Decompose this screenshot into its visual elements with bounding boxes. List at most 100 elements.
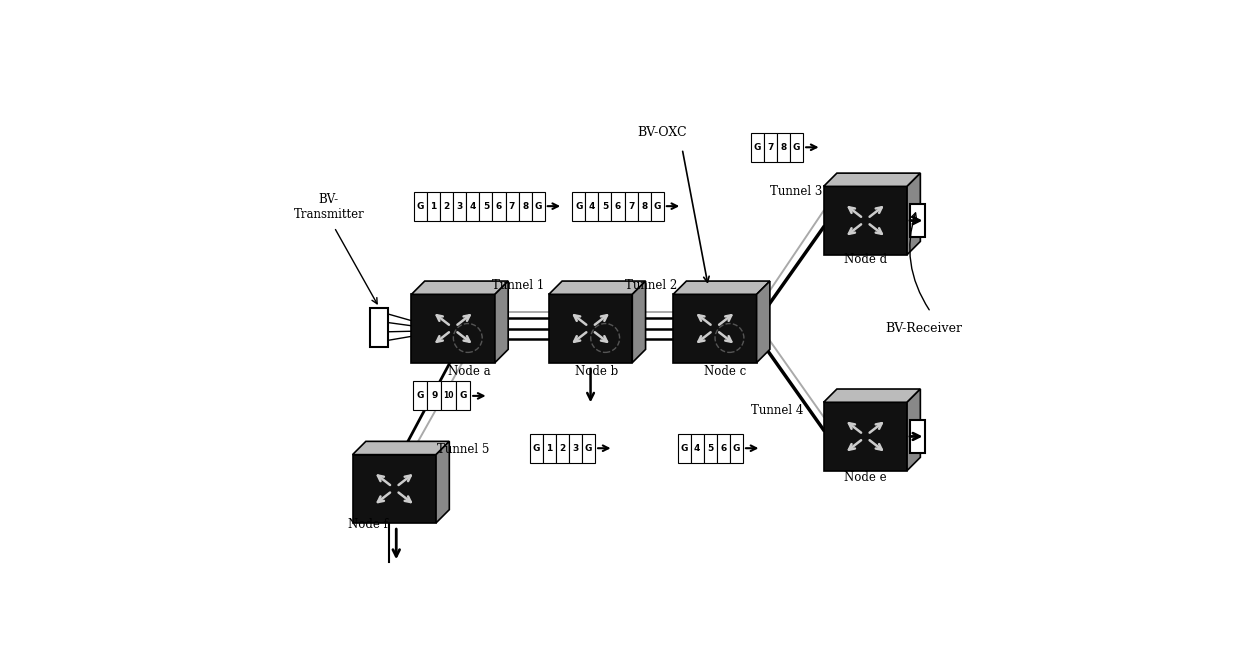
Bar bbox=[677, 434, 691, 463]
Bar bbox=[456, 382, 470, 410]
Bar bbox=[611, 192, 625, 221]
Text: Tunnel 1: Tunnel 1 bbox=[492, 279, 544, 292]
Bar bbox=[910, 204, 925, 237]
Text: 5: 5 bbox=[482, 202, 489, 211]
Text: 6: 6 bbox=[720, 443, 727, 453]
Text: G: G bbox=[792, 143, 800, 152]
Text: Node d: Node d bbox=[843, 254, 887, 266]
Bar bbox=[599, 192, 611, 221]
Text: Tunnel 3: Tunnel 3 bbox=[770, 185, 823, 198]
Bar bbox=[453, 192, 466, 221]
Bar bbox=[440, 192, 453, 221]
Polygon shape bbox=[908, 173, 920, 255]
Polygon shape bbox=[632, 281, 646, 363]
Text: BV-OXC: BV-OXC bbox=[637, 125, 687, 139]
Text: G: G bbox=[575, 202, 583, 211]
Bar bbox=[704, 434, 717, 463]
Bar bbox=[569, 434, 582, 463]
Polygon shape bbox=[549, 281, 646, 294]
Text: 3: 3 bbox=[456, 202, 463, 211]
Polygon shape bbox=[412, 281, 508, 294]
Bar bbox=[691, 434, 704, 463]
Text: 8: 8 bbox=[522, 202, 528, 211]
Bar bbox=[556, 434, 569, 463]
Text: 4: 4 bbox=[589, 202, 595, 211]
Polygon shape bbox=[352, 455, 436, 523]
Text: Node a: Node a bbox=[448, 365, 491, 378]
Text: BV-
Transmitter: BV- Transmitter bbox=[294, 193, 365, 221]
Bar bbox=[370, 307, 388, 347]
Bar bbox=[730, 434, 743, 463]
Bar bbox=[764, 133, 777, 162]
Bar bbox=[413, 382, 427, 410]
Text: 4: 4 bbox=[694, 443, 701, 453]
Bar bbox=[790, 133, 804, 162]
Bar bbox=[543, 434, 556, 463]
Text: 1: 1 bbox=[546, 443, 553, 453]
Bar bbox=[572, 192, 585, 221]
Bar bbox=[717, 434, 730, 463]
Text: 10: 10 bbox=[444, 392, 454, 400]
Text: 7: 7 bbox=[508, 202, 516, 211]
Polygon shape bbox=[823, 402, 908, 470]
Text: 8: 8 bbox=[641, 202, 647, 211]
Polygon shape bbox=[756, 281, 770, 363]
Text: 6: 6 bbox=[615, 202, 621, 211]
Bar bbox=[585, 192, 599, 221]
Text: 3: 3 bbox=[573, 443, 579, 453]
Text: Node e: Node e bbox=[844, 471, 887, 484]
Text: Node b: Node b bbox=[575, 365, 619, 378]
Text: G: G bbox=[534, 202, 542, 211]
Text: G: G bbox=[653, 202, 661, 211]
Bar bbox=[427, 192, 440, 221]
Text: Tunnel 2: Tunnel 2 bbox=[625, 279, 677, 292]
Bar bbox=[414, 192, 427, 221]
Text: 9: 9 bbox=[432, 392, 438, 400]
Bar bbox=[492, 192, 506, 221]
Bar bbox=[480, 192, 492, 221]
Polygon shape bbox=[549, 294, 632, 363]
Bar bbox=[651, 192, 663, 221]
Bar bbox=[529, 434, 543, 463]
Text: 2: 2 bbox=[444, 202, 450, 211]
Text: G: G bbox=[585, 443, 593, 453]
Polygon shape bbox=[495, 281, 508, 363]
Bar bbox=[637, 192, 651, 221]
Polygon shape bbox=[673, 294, 756, 363]
Bar bbox=[532, 192, 544, 221]
Text: 2: 2 bbox=[559, 443, 565, 453]
Text: Node c: Node c bbox=[703, 365, 745, 378]
Text: G: G bbox=[417, 202, 424, 211]
Text: G: G bbox=[459, 392, 466, 400]
Bar bbox=[625, 192, 637, 221]
Bar bbox=[910, 420, 925, 453]
Text: 1: 1 bbox=[430, 202, 436, 211]
Polygon shape bbox=[823, 173, 920, 187]
Bar bbox=[427, 382, 441, 410]
Text: 7: 7 bbox=[627, 202, 635, 211]
Bar bbox=[518, 192, 532, 221]
Text: BV-Receiver: BV-Receiver bbox=[885, 322, 962, 335]
Text: G: G bbox=[754, 143, 761, 152]
Bar bbox=[751, 133, 764, 162]
Text: 4: 4 bbox=[470, 202, 476, 211]
Bar bbox=[582, 434, 595, 463]
Polygon shape bbox=[823, 389, 920, 402]
Text: G: G bbox=[532, 443, 539, 453]
Bar bbox=[441, 382, 456, 410]
Polygon shape bbox=[412, 294, 495, 363]
Text: Node f: Node f bbox=[348, 518, 388, 532]
Text: 6: 6 bbox=[496, 202, 502, 211]
Bar bbox=[777, 133, 790, 162]
Text: 5: 5 bbox=[601, 202, 608, 211]
Text: Tunnel 5: Tunnel 5 bbox=[436, 443, 489, 456]
Text: G: G bbox=[733, 443, 740, 453]
Text: G: G bbox=[417, 392, 424, 400]
Polygon shape bbox=[673, 281, 770, 294]
Text: 5: 5 bbox=[707, 443, 713, 453]
Bar bbox=[506, 192, 518, 221]
Text: 7: 7 bbox=[768, 143, 774, 152]
Text: 8: 8 bbox=[780, 143, 786, 152]
Polygon shape bbox=[436, 442, 449, 523]
Polygon shape bbox=[823, 187, 908, 255]
